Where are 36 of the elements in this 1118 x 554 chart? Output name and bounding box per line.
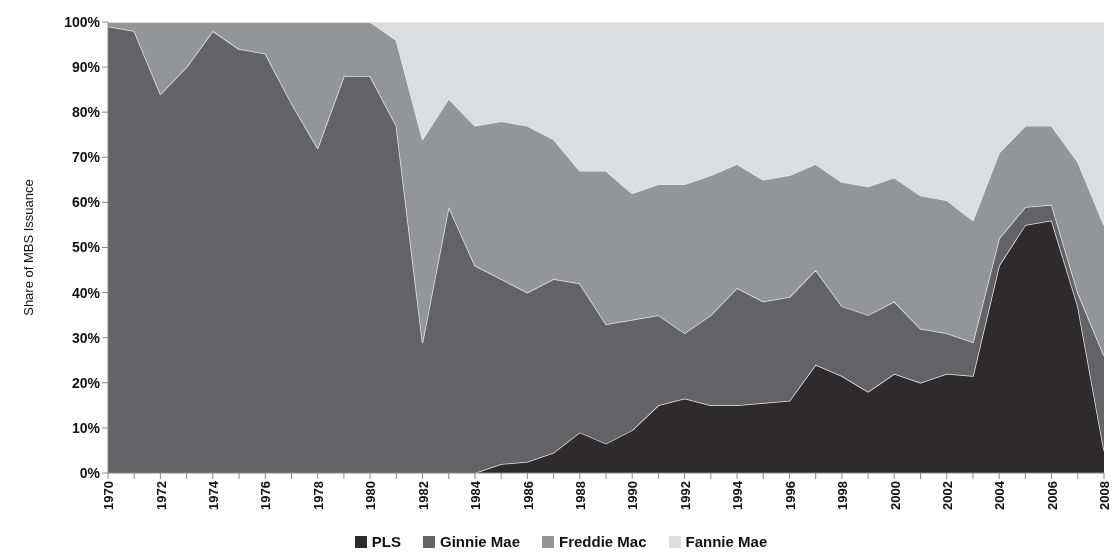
y-axis-title: Share of MBS Issuance: [20, 179, 36, 316]
y-tick-label: 80%: [71, 104, 101, 121]
x-tick-label: 1996: [782, 481, 798, 510]
x-tick-label: 2000: [887, 481, 903, 510]
y-tick-label: 10%: [71, 419, 101, 436]
x-tick-label: 1990: [625, 481, 641, 510]
x-tick-label: 1974: [206, 480, 222, 510]
y-tick-label: 20%: [71, 374, 101, 391]
x-tick-label: 1986: [520, 481, 536, 510]
y-tick-label: 40%: [71, 284, 101, 301]
x-tick-label: 1976: [258, 481, 274, 510]
x-tick-label: 2002: [939, 481, 955, 510]
legend-label: Fannie Mae: [685, 533, 768, 550]
x-tick-label: 1970: [101, 481, 117, 510]
x-tick-label: 2008: [1097, 481, 1113, 510]
x-tick-label: 1984: [468, 480, 484, 510]
y-tick-label: 0%: [79, 464, 101, 481]
y-tick-label: 30%: [71, 329, 101, 346]
x-tick-label: 1994: [730, 480, 746, 510]
y-tick-label: 100%: [64, 13, 101, 30]
y-tick-label: 60%: [71, 194, 101, 211]
x-tick-label: 2004: [992, 480, 1008, 510]
x-tick-label: 1988: [573, 481, 589, 510]
x-tick-label: 1978: [310, 481, 326, 510]
y-tick-label: 50%: [71, 239, 101, 256]
x-tick-label: 1998: [835, 481, 851, 510]
y-tick-label: 70%: [71, 149, 101, 166]
legend-label: Freddie Mac: [559, 533, 647, 550]
legend-label: PLS: [371, 533, 401, 550]
x-tick-label: 2006: [1044, 481, 1060, 510]
legend-label: Ginnie Mae: [439, 533, 520, 550]
x-tick-label: 1972: [153, 481, 169, 510]
x-tick-label: 1980: [363, 481, 379, 510]
x-tick-label: 1982: [415, 481, 431, 510]
y-tick-label: 90%: [71, 59, 101, 76]
x-tick-label: 1992: [677, 481, 693, 510]
